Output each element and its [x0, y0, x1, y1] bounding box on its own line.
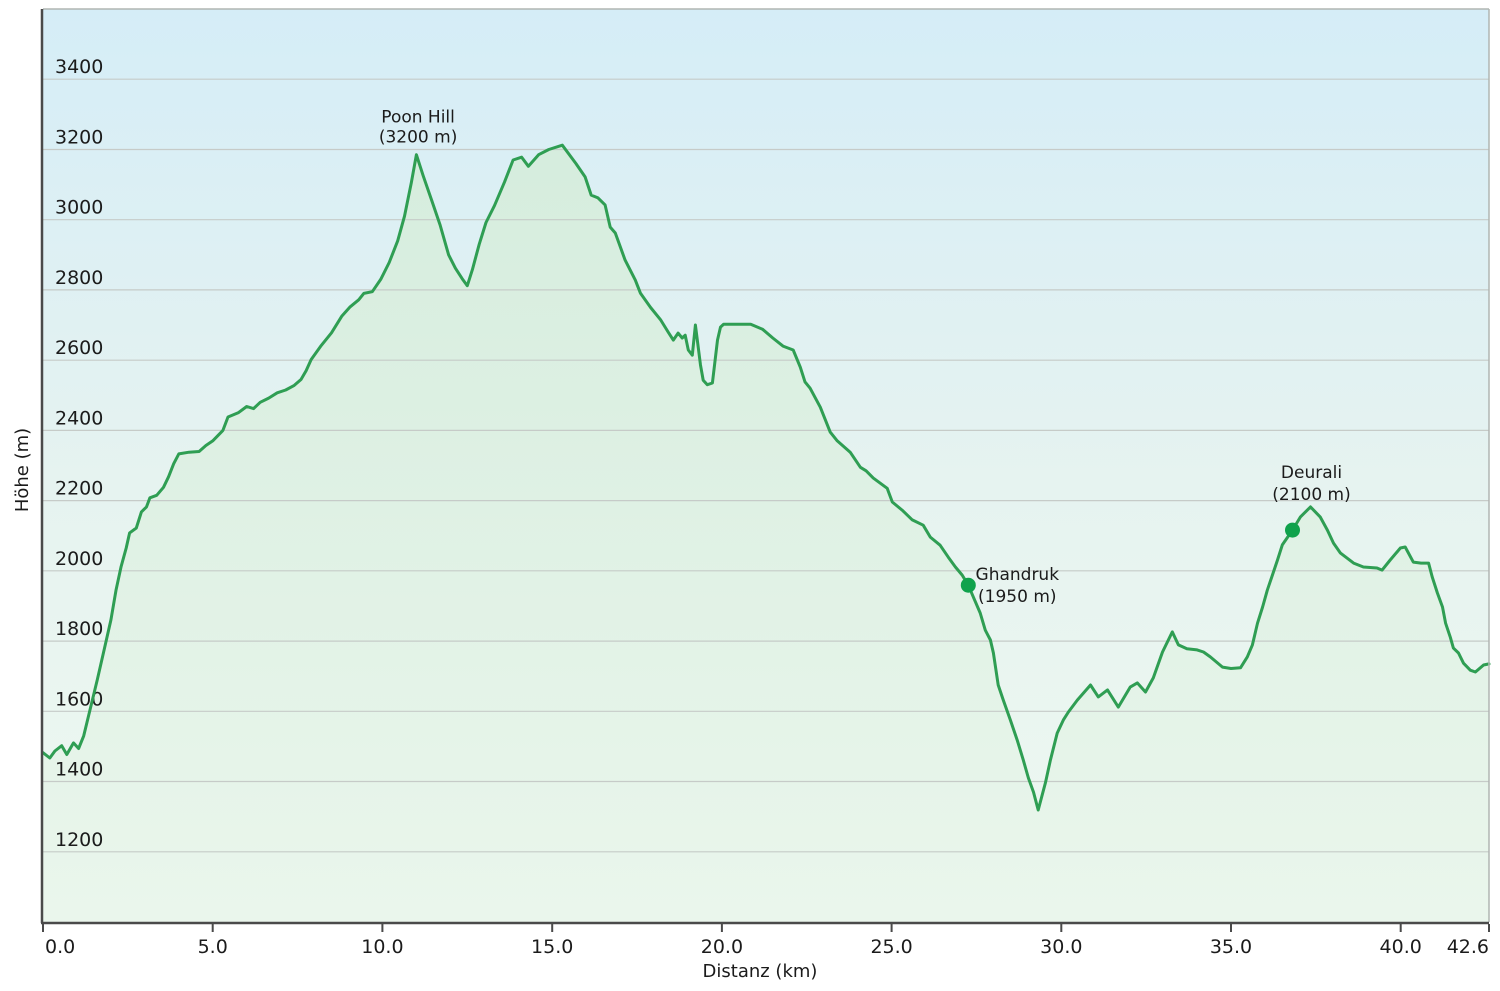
y-tick-label: 2200: [55, 478, 103, 500]
y-tick-label: 2400: [55, 407, 103, 429]
y-tick-label: 1600: [55, 688, 103, 710]
x-tick-label: 25.0: [870, 936, 912, 958]
gridlines: [43, 78, 1489, 853]
annotation-label-line1: Deurali: [1281, 463, 1342, 483]
y-tick-label: 1200: [55, 829, 103, 851]
y-tick-labels: 1200 1400 1600 1800 2000 2200 2400 2600 2800 3000…: [55, 56, 103, 851]
annotation-label-line2: (1950 m): [978, 587, 1057, 607]
y-tick-label: 2800: [55, 267, 103, 289]
x-tick-label: 42.6: [1447, 936, 1489, 958]
x-tick-label: 40.0: [1380, 936, 1422, 958]
elevation-area-fill: [43, 145, 1489, 922]
annotation-label-line1: Ghandruk: [976, 565, 1060, 585]
x-tick-label: 30.0: [1040, 936, 1082, 958]
x-tick-label: 10.0: [361, 936, 403, 958]
y-tick-label: 3200: [55, 127, 103, 149]
x-axis-title: Distanz (km): [703, 961, 818, 982]
y-axis-title: Höhe (m): [12, 428, 33, 512]
y-tick-label: 2000: [55, 548, 103, 570]
y-tick-label: 1800: [55, 618, 103, 640]
x-ticks: 0.0 5.0 10.0 15.0 20.0 25.0 30.0 35.0 40.0 42.6: [42, 924, 1490, 958]
x-tick-label: 20.0: [701, 936, 743, 958]
annotation-label-line1: Poon Hill: [381, 108, 455, 128]
x-tick-label: 15.0: [531, 936, 573, 958]
waypoint-dot: [960, 577, 976, 593]
x-tick-label: 0.0: [45, 936, 75, 958]
x-tick-label: 5.0: [198, 936, 228, 958]
y-tick-label: 3400: [55, 56, 103, 78]
annotations: Poon Hill(3200 m) Ghandruk(1950 m) Deurali…: [379, 108, 1351, 608]
y-tick-label: 3000: [55, 197, 103, 219]
annotation-label-line2: (3200 m): [379, 128, 458, 148]
annotation-label-line2: (2100 m): [1272, 485, 1351, 505]
y-tick-label: 2600: [55, 337, 103, 359]
x-tick-label: 35.0: [1210, 936, 1252, 958]
elevation-line: [41, 143, 1491, 812]
y-tick-label: 1400: [55, 759, 103, 781]
waypoint-dot: [1285, 522, 1300, 538]
